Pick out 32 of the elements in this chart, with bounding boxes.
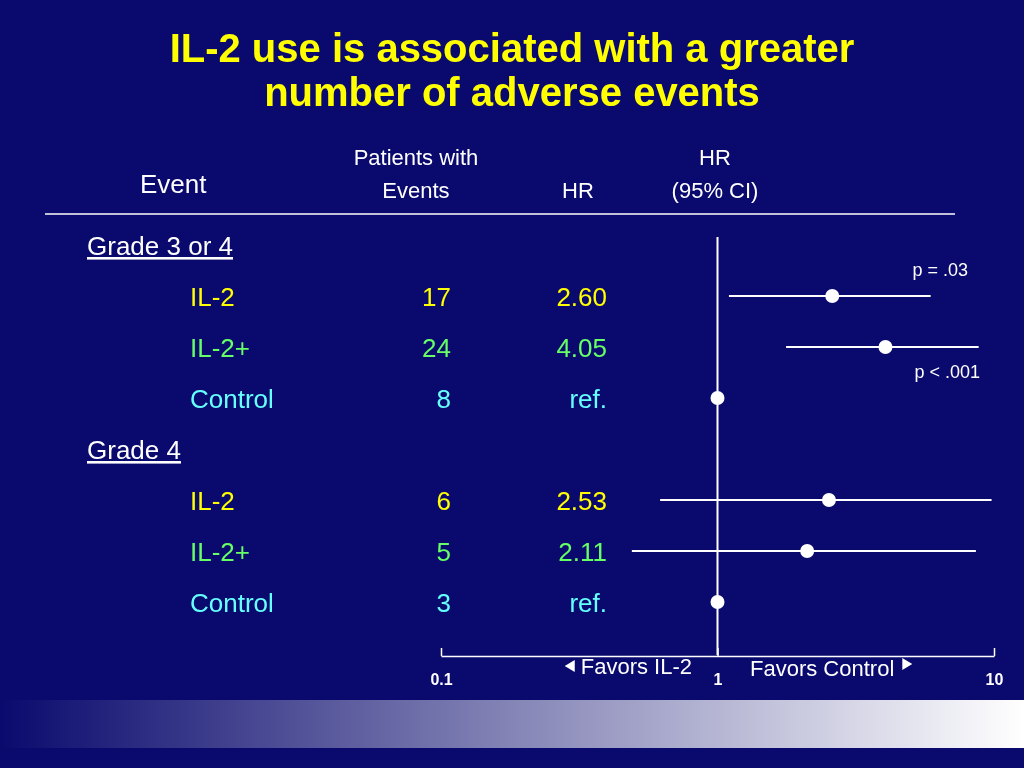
y-tick-label: IL-2+: [190, 333, 250, 363]
text: Grade 4: [87, 435, 181, 465]
y-tick-label: Control: [190, 384, 274, 414]
annotation: 2.60: [556, 282, 607, 312]
annotation: 6: [436, 486, 451, 516]
text: HR (95% CI): [671, 145, 759, 203]
y-tick-label: Control: [190, 588, 274, 618]
annotation: Favors IL-2: [580, 654, 692, 679]
text: Event: [140, 169, 208, 199]
text: Favors Control: [750, 656, 895, 681]
x-tick-label: 0.1: [430, 670, 453, 688]
annotation: 4.05: [556, 333, 607, 363]
y-tick-label: IL-2+: [190, 537, 250, 567]
text: Grade 3 or 4: [87, 231, 233, 261]
annotation: 2.53: [556, 486, 607, 516]
annotation: 24: [422, 333, 451, 363]
text: Patients with Events: [353, 145, 479, 203]
annotation: 8: [436, 384, 451, 414]
annotation: ref.: [569, 588, 607, 618]
x-tick-label: 1: [713, 670, 723, 688]
x-tick-label: 10: [985, 670, 1004, 688]
y-tick-label: IL-2: [190, 282, 235, 312]
annotation: ref.: [569, 384, 607, 414]
annotation: 5: [436, 537, 451, 567]
chart-title: IL-2 use is associated with a greater number of adverse events: [169, 26, 855, 114]
annotation: p = .03: [912, 260, 968, 280]
text: HR: [562, 178, 594, 203]
annotation: 2.11: [558, 537, 607, 567]
annotation: 3: [436, 588, 451, 618]
y-tick-label: IL-2: [190, 486, 235, 516]
annotation: 17: [422, 282, 451, 312]
annotation: p < .001: [914, 362, 980, 382]
